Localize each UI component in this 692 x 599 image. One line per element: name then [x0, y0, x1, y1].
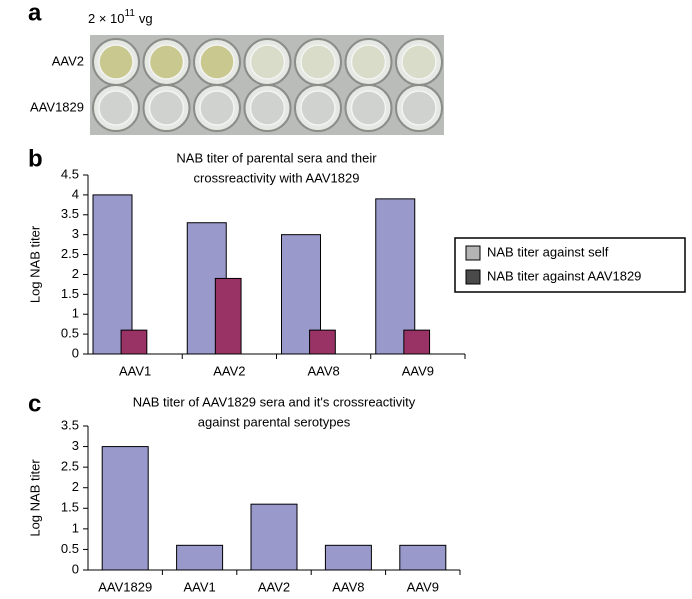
x-tick-label: AAV9: [407, 579, 439, 594]
well-inner: [148, 90, 185, 126]
y-tick-label: 4.5: [61, 166, 79, 181]
y-tick-label: 1: [72, 306, 79, 321]
y-tick-label: 1.5: [61, 500, 79, 515]
well-inner: [300, 90, 336, 126]
bar: [309, 329, 336, 355]
legend-label: NAB titer against AAV1829: [487, 268, 641, 283]
well-inner: [98, 90, 134, 126]
bar: [92, 194, 133, 355]
x-tick-label: AAV1: [119, 363, 151, 378]
x-tick-label: AAV1829: [98, 579, 152, 594]
well-inner: [199, 44, 235, 80]
x-tick-label: AAV8: [332, 579, 364, 594]
well-inner: [401, 44, 437, 80]
well-inner: [350, 90, 387, 126]
chart-title: NAB titer of AAV1829 sera and it's cross…: [133, 394, 416, 409]
bar: [403, 329, 431, 355]
x-tick-label: AAV2: [258, 579, 290, 594]
x-tick-label: AAV9: [402, 363, 434, 378]
y-tick-label: 3: [72, 438, 79, 453]
row-label: AAV1829: [30, 99, 84, 114]
y-tick-label: 0.5: [61, 326, 79, 341]
y-tick-label: 1: [72, 520, 79, 535]
chart-title: against parental serotypes: [198, 414, 351, 429]
bar: [101, 446, 149, 571]
well-inner: [350, 44, 387, 80]
chart-title: NAB titer of parental sera and their: [176, 150, 377, 165]
y-tick-label: 0: [72, 345, 79, 360]
well-inner: [401, 90, 437, 126]
chart-title: crossreactivity with AAV1829: [194, 170, 360, 185]
y-tick-label: 2: [72, 266, 79, 281]
legend-swatch: [465, 269, 481, 285]
y-tick-label: 3.5: [61, 417, 79, 432]
row-label: AAV2: [52, 53, 84, 68]
y-tick-label: 2.5: [61, 459, 79, 474]
legend-label: NAB titer against self: [487, 244, 609, 259]
panel-label: c: [28, 390, 41, 417]
legend-box: [454, 237, 686, 293]
y-axis-label: Log NAB titer: [27, 459, 42, 537]
y-tick-label: 2.5: [61, 246, 79, 261]
legend-swatch: [465, 245, 481, 261]
dose-label: 2 × 1011 vg: [88, 8, 153, 27]
x-tick-label: AAV8: [307, 363, 339, 378]
x-tick-label: AAV2: [213, 363, 245, 378]
well-inner: [300, 44, 336, 80]
bar: [120, 329, 148, 355]
y-tick-label: 1.5: [61, 286, 79, 301]
bar: [176, 544, 224, 571]
well-inner: [148, 44, 185, 80]
well-inner: [249, 44, 286, 80]
bar: [214, 277, 242, 355]
panel-label: a: [28, 0, 42, 26]
y-tick-label: 3: [72, 226, 79, 241]
bar: [324, 544, 372, 571]
panel-label: b: [28, 145, 43, 172]
y-tick-label: 0.5: [61, 541, 79, 556]
x-tick-label: AAV1: [183, 579, 215, 594]
bar: [375, 198, 416, 355]
well-inner: [199, 90, 235, 126]
y-tick-label: 4: [72, 186, 79, 201]
bar: [399, 544, 447, 571]
y-tick-label: 0: [72, 561, 79, 576]
bar: [250, 503, 298, 571]
y-tick-label: 3.5: [61, 206, 79, 221]
y-tick-label: 2: [72, 479, 79, 494]
well-inner: [98, 44, 134, 80]
well-inner: [249, 90, 286, 126]
y-axis-label: Log NAB titer: [27, 225, 42, 303]
